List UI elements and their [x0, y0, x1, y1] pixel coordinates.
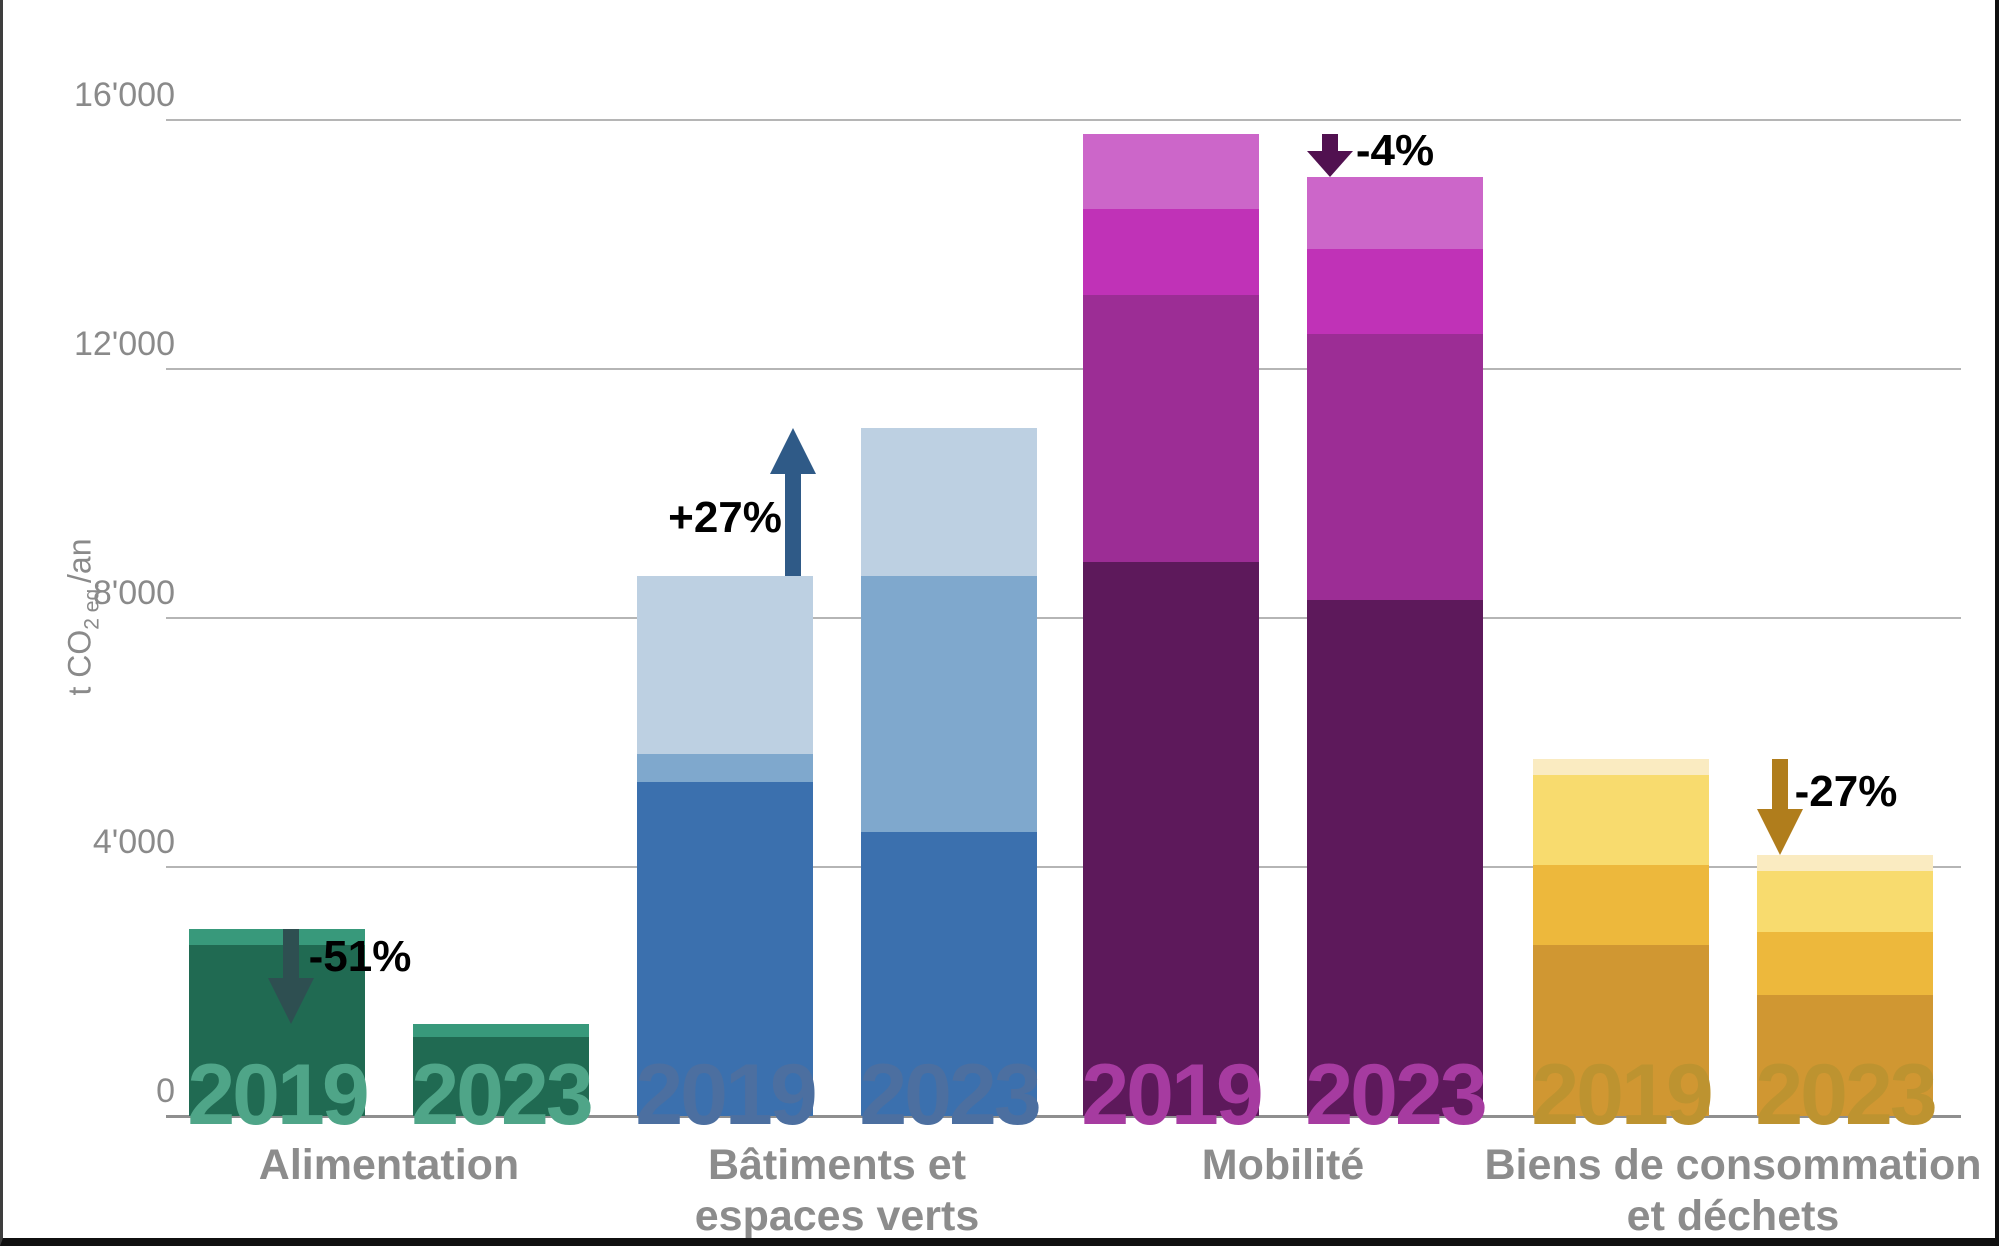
arrow-shaft	[1322, 134, 1338, 151]
bar-year-label: 2019	[1081, 1047, 1263, 1143]
bar-year-label: 2023	[1305, 1047, 1487, 1143]
gridline	[166, 617, 1961, 619]
y-tick-label: 12'000	[73, 325, 175, 363]
decrease-arrow-icon	[1307, 134, 1353, 177]
category-label-line: espaces verts	[694, 1192, 980, 1240]
category-label-line: et déchets	[1626, 1192, 1840, 1240]
bar-segment	[1083, 134, 1259, 209]
change-label: -27%	[1794, 767, 1898, 816]
decrease-arrow-icon	[1757, 759, 1803, 855]
category-label: Bâtiments et espaces verts	[694, 1140, 980, 1240]
arrow-shaft	[1772, 759, 1788, 809]
bar-segment	[1757, 995, 1933, 1116]
bar-segment	[861, 832, 1037, 1116]
bar-segment	[189, 945, 365, 1116]
bar-year-label: 2023	[1755, 1047, 1937, 1143]
bar-2019-group1	[189, 929, 365, 1116]
category-label-line: Bâtiments et	[707, 1141, 967, 1189]
bar-segment	[1307, 600, 1483, 1116]
bar-segment	[1757, 855, 1933, 871]
bar-2023-group1	[413, 1024, 589, 1116]
bar-segment	[1533, 759, 1709, 775]
bar-segment	[1083, 295, 1259, 562]
bar-segment	[861, 428, 1037, 576]
bar-segment	[1307, 177, 1483, 249]
bar-segment	[1083, 209, 1259, 295]
category-label: Biens de consommation et déchets	[1484, 1140, 1982, 1240]
bar-segment	[1533, 775, 1709, 865]
arrow-head	[268, 978, 314, 1024]
bar-2023-group4	[1757, 855, 1933, 1116]
bar-year-label: 2023	[411, 1047, 593, 1143]
bar-year-label: 2019	[187, 1047, 369, 1143]
arrow-head	[1757, 809, 1803, 855]
bar-segment	[413, 1037, 589, 1116]
bar-2023-group2	[861, 428, 1037, 1116]
arrow-head	[770, 428, 816, 474]
y-tick-label: 0	[156, 1072, 175, 1110]
bar-segment	[1533, 945, 1709, 1116]
bar-segment	[861, 576, 1037, 832]
category-label: Alimentation	[259, 1140, 519, 1191]
bar-2023-group3	[1307, 177, 1483, 1116]
bar-segment	[637, 576, 813, 754]
y-axis-title: t CO2 eq./an	[62, 539, 105, 696]
arrow-shaft	[283, 929, 299, 978]
decrease-arrow-icon	[268, 929, 314, 1024]
bar-2019-group3	[1083, 134, 1259, 1116]
bar-segment	[1757, 871, 1933, 932]
category-label-line: Alimentation	[258, 1141, 520, 1189]
gridline	[166, 368, 1961, 370]
gridline	[166, 119, 1961, 121]
increase-arrow-icon	[770, 428, 816, 576]
y-axis-title-main: t CO	[61, 629, 98, 696]
bar-segment	[189, 929, 365, 945]
change-label: +27%	[668, 493, 782, 542]
category-label-line: Mobilité	[1201, 1141, 1365, 1189]
bar-segment	[1307, 334, 1483, 600]
bar-segment	[1533, 865, 1709, 945]
bar-year-label: 2019	[635, 1047, 817, 1143]
bar-year-label: 2019	[1531, 1047, 1713, 1143]
arrow-head	[1307, 151, 1353, 177]
bar-segment	[1083, 562, 1259, 1116]
bar-segment	[413, 1024, 589, 1037]
x-axis-baseline	[166, 1115, 1961, 1118]
bar-segment	[637, 782, 813, 1116]
bar-year-label: 2023	[859, 1047, 1041, 1143]
bar-2019-group2	[637, 576, 813, 1116]
gridline	[166, 866, 1961, 868]
arrow-shaft	[785, 474, 801, 576]
change-label: -4%	[1355, 126, 1435, 175]
bar-segment	[1307, 249, 1483, 334]
category-label: Mobilité	[1202, 1140, 1364, 1191]
y-tick-label: 8'000	[92, 574, 175, 612]
bar-2019-group4	[1533, 759, 1709, 1116]
bar-segment	[637, 754, 813, 782]
y-tick-label: 16'000	[73, 76, 175, 114]
bar-segment	[1757, 932, 1933, 995]
y-tick-label: 4'000	[92, 823, 175, 861]
change-label: -51%	[308, 932, 412, 981]
category-label-line: Biens de consommation	[1484, 1141, 1982, 1189]
